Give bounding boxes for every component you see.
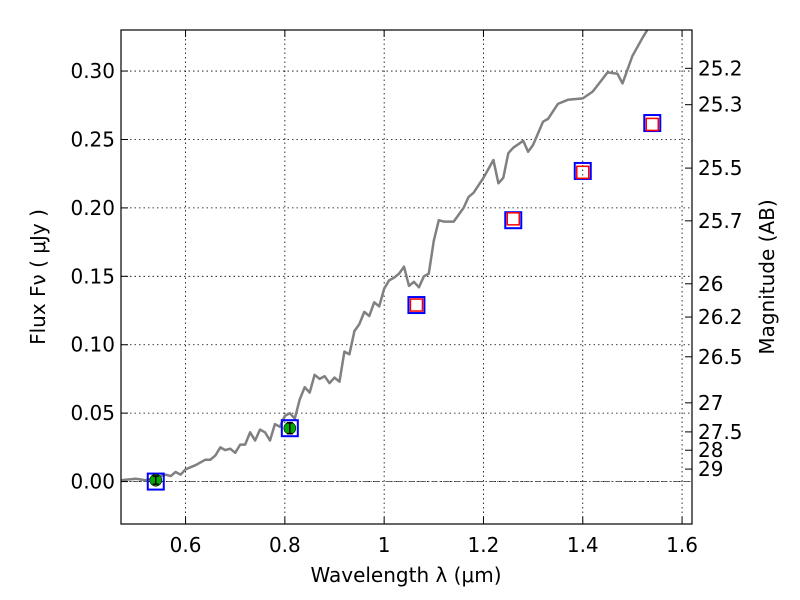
mag-tick-label: 25.3 (698, 93, 743, 117)
mag-tick-label: 26.2 (698, 305, 743, 329)
y-tick-label: 0.15 (70, 264, 115, 288)
mag-tick-label: 27.5 (698, 420, 743, 444)
y-axis-ticks: 0.00 0.05 0.10 0.15 0.20 0.25 0.30 (70, 59, 128, 494)
mag-tick-label: 25.2 (698, 56, 743, 80)
y-tick-label: 0.00 (70, 470, 115, 494)
mag-tick-label: 28 (698, 438, 723, 462)
mag-tick-label: 29 (698, 457, 723, 481)
x-tick-label: 1.4 (567, 533, 599, 557)
mag-tick-label: 26 (698, 272, 723, 296)
y-axis-label: Flux Fν ( μJy ) (26, 209, 50, 345)
y-tick-label: 0.30 (70, 59, 115, 83)
y-tick-label: 0.10 (70, 333, 115, 357)
x-tick-label: 0.6 (170, 533, 202, 557)
observed-photometry-marker (645, 117, 660, 132)
model-photometry-marker (146, 472, 165, 491)
observed-photometry-marker (409, 298, 424, 312)
series-group (120, 29, 649, 482)
observed-photometry-marker (576, 165, 590, 180)
y-axis-right-label: Magnitude (AB) (755, 199, 779, 354)
mag-tick-label: 25.7 (698, 209, 743, 233)
y-tick-label: 0.25 (70, 127, 115, 151)
observed-photometry-marker (506, 212, 521, 226)
mag-tick-label: 26.5 (698, 345, 743, 369)
spectrum-line (120, 29, 649, 482)
x-tick-label: 1.2 (468, 533, 500, 557)
mag-tick-label: 27 (698, 391, 723, 415)
y-tick-label: 0.20 (70, 196, 115, 220)
model-photometry-marker (280, 419, 299, 438)
x-axis-label: Wavelength λ (μm) (310, 563, 501, 587)
x-tick-label: 1 (378, 533, 391, 557)
x-tick-label: 0.8 (269, 533, 301, 557)
x-axis-ticks: 0.6 0.8 1 1.2 1.4 1.6 (170, 30, 698, 557)
model-photometry-marker (407, 296, 426, 315)
plot-frame (120, 29, 693, 525)
mag-tick-label: 25.5 (698, 156, 743, 180)
x-tick-label: 1.6 (666, 533, 698, 557)
photometry-group (146, 114, 662, 491)
y-tick-label: 0.05 (70, 401, 115, 425)
